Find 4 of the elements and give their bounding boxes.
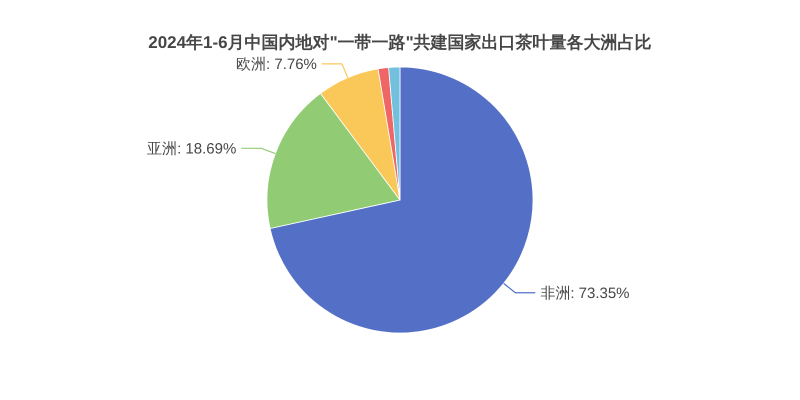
- slice-label: 亚洲: 18.69%: [147, 140, 236, 158]
- slice-label: 欧洲: 7.76%: [236, 56, 317, 73]
- slice-label: 非洲: 73.35%: [540, 284, 630, 302]
- chart-title: 2024年1-6月中国内地对"一带一路"共建国家出口茶叶量各大洲占比: [148, 33, 652, 52]
